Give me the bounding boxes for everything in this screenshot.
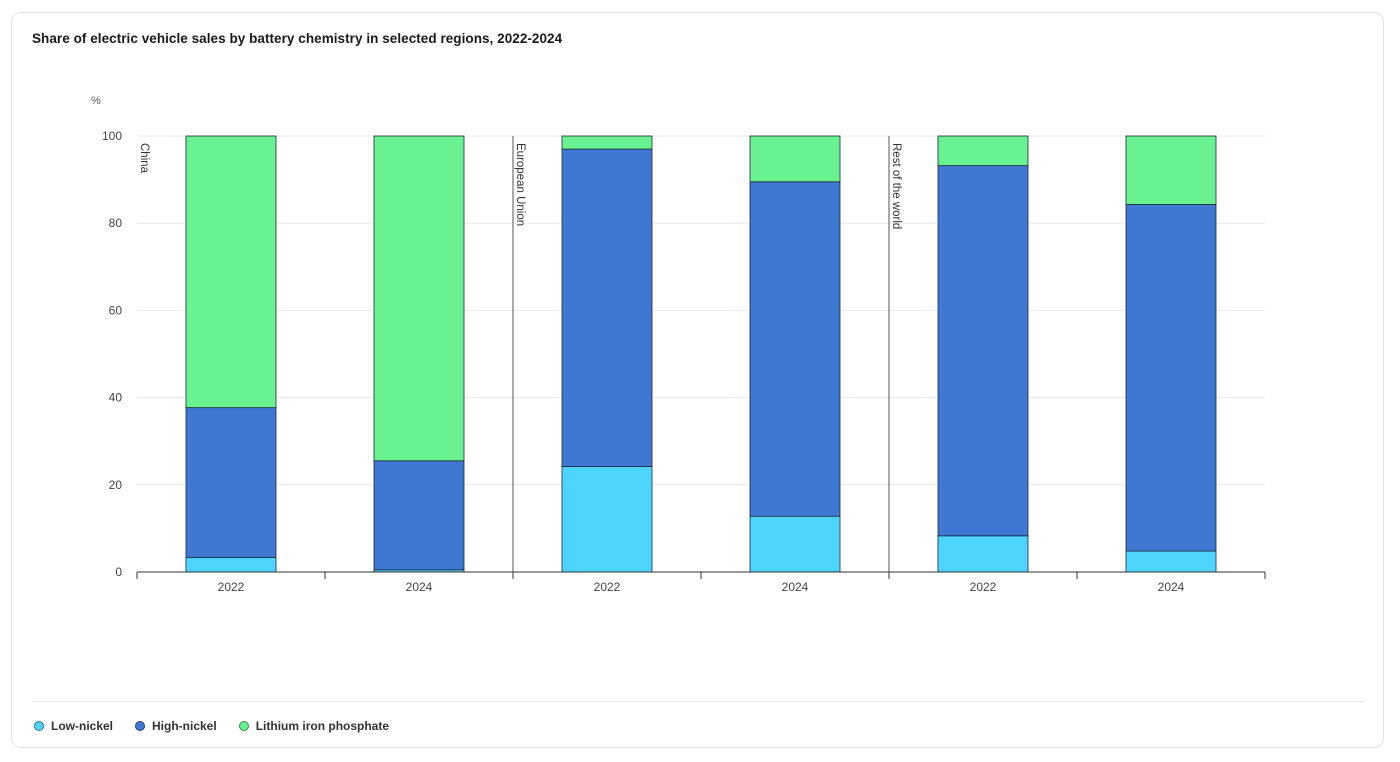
legend-divider: [32, 701, 1364, 702]
legend: Low-nickel High-nickel Lithium iron phos…: [34, 719, 389, 733]
bar-segment-lfp: [373, 135, 465, 462]
region-label: European Union: [514, 143, 526, 226]
legend-dot-high-nickel: [135, 721, 146, 731]
gridlines: [137, 135, 1265, 486]
y-tick-label: 20: [109, 478, 123, 492]
bar-segment-lfp: [185, 135, 277, 409]
y-tick-label: 0: [115, 565, 122, 579]
legend-item-low-nickel[interactable]: Low-nickel: [34, 719, 113, 733]
legend-item-high-nickel[interactable]: High-nickel: [135, 719, 217, 733]
bar-segment-low-nickel: [185, 557, 277, 573]
bar-segment-high-nickel: [749, 181, 841, 517]
bar-segment-low-nickel: [1125, 550, 1217, 573]
bar-segment-lfp: [561, 135, 653, 150]
bar-segment-lfp: [937, 135, 1029, 167]
region-label: Rest of the world: [890, 143, 902, 229]
y-tick-label: 60: [109, 303, 123, 317]
y-tick-label: 100: [102, 129, 122, 143]
legend-label-lfp: Lithium iron phosphate: [255, 719, 390, 733]
labels: % 0 20 40 60 80 100 2022 2024 2022 2024 2022 2024 Chi…: [91, 95, 1185, 594]
bar-segment-lfp: [1125, 135, 1217, 205]
bars: [185, 135, 1217, 573]
bar-segment-lfp: [749, 135, 841, 183]
y-tick-label: 80: [109, 216, 123, 230]
bar-segment-low-nickel: [749, 515, 841, 573]
bar-segment-high-nickel: [561, 148, 653, 467]
legend-dot-lfp: [238, 721, 249, 731]
x-tick-label: 2022: [594, 580, 621, 594]
x-tick-label: 2024: [1158, 580, 1185, 594]
x-tick-label: 2024: [406, 580, 433, 594]
y-tick-label: 40: [109, 391, 123, 405]
legend-label-high-nickel: High-nickel: [152, 719, 217, 733]
region-label: China: [138, 143, 150, 174]
x-tick-label: 2024: [782, 580, 809, 594]
x-tick-label: 2022: [970, 580, 997, 594]
bar-segment-high-nickel: [1125, 204, 1217, 552]
bar-segment-high-nickel: [373, 460, 465, 571]
bar-segment-high-nickel: [185, 407, 277, 559]
legend-label-low-nickel: Low-nickel: [51, 719, 114, 733]
bar-segment-high-nickel: [937, 165, 1029, 537]
x-tick-label: 2022: [218, 580, 245, 594]
legend-item-lfp[interactable]: Lithium iron phosphate: [238, 719, 390, 733]
bar-segment-low-nickel: [561, 466, 653, 573]
axes: [136, 136, 1266, 579]
chart-title: Share of electric vehicle sales by batte…: [32, 31, 563, 46]
legend-dot-low-nickel: [34, 721, 44, 731]
bar-segment-low-nickel: [937, 535, 1029, 573]
y-axis-unit-label: %: [91, 95, 101, 107]
